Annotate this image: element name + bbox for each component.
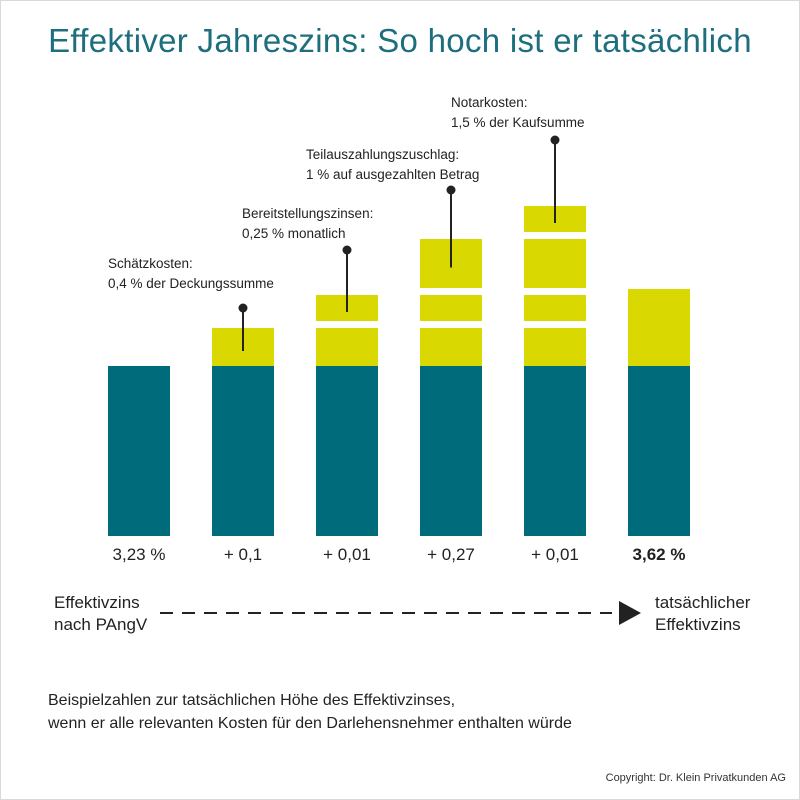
footnote-line-2: wenn er alle relevanten Kosten für den D… [48,715,572,732]
annotation-label-1-1: 0,4 % der Deckungssumme [108,276,274,291]
base-bar-0 [108,366,170,536]
base-bar-3 [420,366,482,536]
cost-block-4-1 [524,295,586,321]
cost-block-4-2 [524,239,586,288]
cost-block-3-1 [420,295,482,321]
annotation-label-3-0: Teilauszahlungszuschlag: [306,147,459,162]
annotation-label-4-1: 1,5 % der Kaufsumme [451,115,585,130]
category-label-2: + 0,01 [323,545,371,564]
category-label-5: 3,62 % [633,545,686,564]
total-cost-block [628,289,690,366]
annotation-dot-1 [238,303,248,313]
category-label-4: + 0,01 [531,545,579,564]
annotation-label-3-1: 1 % auf ausgezahlten Betrag [306,167,479,182]
annotation-label-4-0: Notarkosten: [451,95,528,110]
flow-end-line-2: Effektivzins [655,615,741,634]
annotation-dot-4 [550,135,560,145]
category-label-3: + 0,27 [427,545,475,564]
annotation-dot-2 [342,245,352,255]
chart-title: Effektiver Jahreszins: So hoch ist er ta… [48,22,752,59]
footnote-line-1: Beispielzahlen zur tatsächlichen Höhe de… [48,692,456,709]
flow-end-label: tatsächlicher Effektivzins [655,592,750,636]
category-label-1: + 0,1 [224,545,262,564]
category-label-0: 3,23 % [113,545,166,564]
cost-block-4-0 [524,328,586,366]
base-bar-4 [524,366,586,536]
footnote: Beispielzahlen zur tatsächlichen Höhe de… [48,689,572,735]
copyright-text: Copyright: Dr. Klein Privatkunden AG [605,772,786,784]
cost-block-2-0 [316,328,378,366]
flow-end-line-1: tatsächlicher [655,593,751,612]
annotation-label-1-0: Schätzkosten: [108,256,193,271]
flow-start-line-2: nach PAngV [54,615,148,634]
flow-arrowhead [619,601,641,625]
flow-start-label: Effektivzins nach PAngV [54,592,147,636]
cost-block-3-0 [420,328,482,366]
annotation-label-2-1: 0,25 % monatlich [242,226,346,241]
annotation-label-2-0: Bereitstellungszinsen: [242,206,373,221]
annotation-dot-3 [446,185,456,195]
base-bar-2 [316,366,378,536]
base-bar-5 [628,366,690,536]
base-bar-1 [212,366,274,536]
flow-start-line-1: Effektivzins [54,593,140,612]
